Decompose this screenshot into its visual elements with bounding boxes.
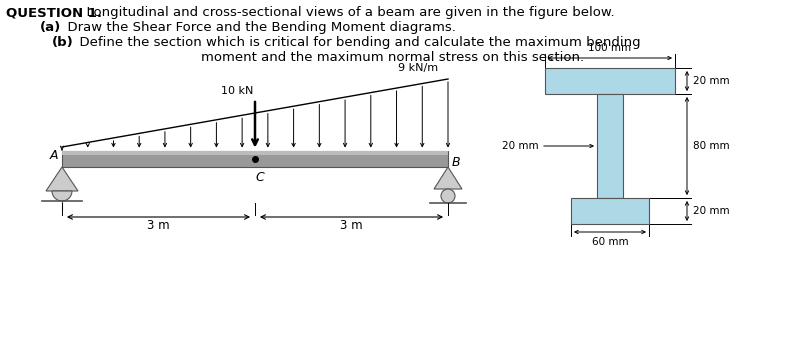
Text: 3 m: 3 m xyxy=(340,219,363,232)
Polygon shape xyxy=(434,167,462,189)
Text: Define the section which is critical for bending and calculate the maximum bendi: Define the section which is critical for… xyxy=(71,36,641,49)
Text: (a): (a) xyxy=(40,21,61,34)
Text: C: C xyxy=(255,171,264,184)
Text: (b): (b) xyxy=(52,36,74,49)
Text: 10 kN: 10 kN xyxy=(220,86,253,96)
Polygon shape xyxy=(62,151,448,167)
Polygon shape xyxy=(545,68,675,94)
Text: 80 mm: 80 mm xyxy=(693,141,730,151)
Text: 20 mm: 20 mm xyxy=(693,206,730,216)
Polygon shape xyxy=(46,167,78,191)
Circle shape xyxy=(441,189,455,203)
Text: 20 mm: 20 mm xyxy=(693,76,730,86)
Text: 100 mm: 100 mm xyxy=(589,43,631,53)
Text: Draw the Shear Force and the Bending Moment diagrams.: Draw the Shear Force and the Bending Mom… xyxy=(59,21,456,34)
Text: A: A xyxy=(50,149,58,162)
Text: 3 m: 3 m xyxy=(147,219,170,232)
Polygon shape xyxy=(62,151,448,155)
Text: 9 kN/m: 9 kN/m xyxy=(398,63,438,73)
Wedge shape xyxy=(52,191,72,201)
Text: QUESTION 1.: QUESTION 1. xyxy=(6,6,102,19)
Polygon shape xyxy=(571,198,649,224)
Polygon shape xyxy=(597,94,623,198)
Text: 20 mm: 20 mm xyxy=(502,141,539,151)
Text: B: B xyxy=(452,156,460,169)
Text: Longitudinal and cross-sectional views of a beam are given in the figure below.: Longitudinal and cross-sectional views o… xyxy=(78,6,615,19)
Text: 60 mm: 60 mm xyxy=(592,237,628,247)
Text: moment and the maximum normal stress on this section.: moment and the maximum normal stress on … xyxy=(201,51,585,64)
